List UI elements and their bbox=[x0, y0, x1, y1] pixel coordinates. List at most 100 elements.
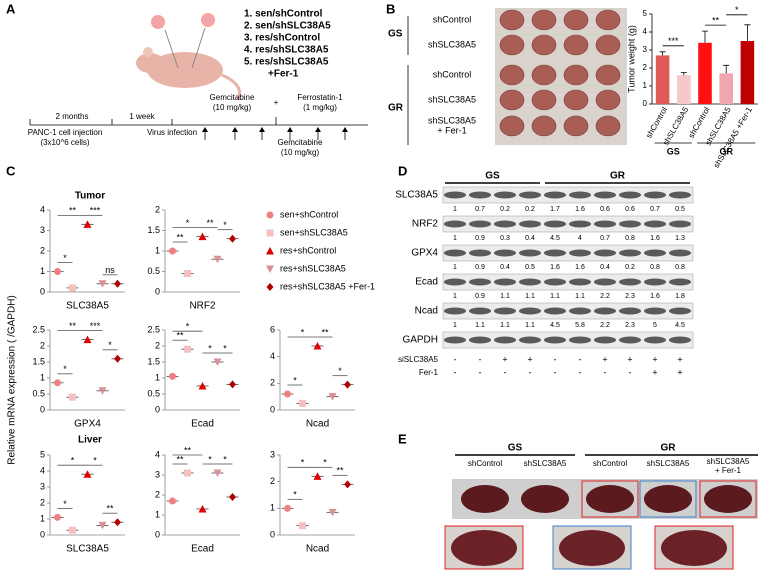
treatment-label: siSLC38A5 bbox=[398, 355, 439, 364]
y-tick-label: 5 bbox=[643, 9, 648, 18]
dot bbox=[169, 247, 176, 255]
dot bbox=[284, 390, 291, 398]
treatment-sign: - bbox=[479, 354, 482, 364]
significance: ** bbox=[69, 321, 77, 331]
band-value: 1.3 bbox=[675, 235, 685, 242]
treatment-sign: - bbox=[604, 367, 607, 377]
y-tick-label: 0 bbox=[155, 286, 160, 296]
band-value: 0.7 bbox=[650, 206, 660, 213]
blot bbox=[442, 244, 694, 262]
band bbox=[644, 336, 666, 344]
y-tick-label: 4 bbox=[40, 204, 45, 214]
y-tick-label: 2 bbox=[270, 476, 275, 486]
label: PANC-1 cell injection bbox=[28, 128, 103, 137]
band bbox=[444, 249, 466, 257]
liver bbox=[586, 485, 634, 513]
y-tick-label: 0 bbox=[270, 529, 275, 539]
row-label: GAPDH bbox=[402, 335, 438, 346]
band-value: 0.2 bbox=[625, 264, 635, 271]
significance: * bbox=[301, 458, 305, 468]
x-axis-label: NRF2 bbox=[189, 301, 216, 312]
significance: * bbox=[223, 220, 227, 230]
band-value: 1.1 bbox=[500, 322, 510, 329]
band-value: 0.6 bbox=[600, 206, 610, 213]
significance: *** bbox=[90, 206, 101, 216]
band bbox=[619, 307, 641, 315]
y-tick-label: 3 bbox=[270, 449, 275, 459]
treatment-sign: + bbox=[677, 354, 682, 364]
error-bar bbox=[723, 64, 730, 74]
bar bbox=[698, 42, 712, 104]
column-label: + Fer-1 bbox=[715, 466, 742, 475]
band-value: 0.8 bbox=[675, 264, 685, 271]
dot bbox=[98, 280, 107, 288]
band bbox=[444, 220, 466, 228]
significance: ** bbox=[321, 327, 329, 337]
dot bbox=[169, 497, 176, 505]
y-tick-label: 1 bbox=[643, 81, 648, 90]
label: GR bbox=[661, 443, 677, 454]
band bbox=[619, 220, 641, 228]
treatment-sign: - bbox=[454, 354, 457, 364]
band bbox=[594, 307, 616, 315]
bar bbox=[677, 75, 691, 104]
bar bbox=[719, 73, 733, 104]
dot bbox=[299, 399, 306, 407]
band bbox=[644, 278, 666, 286]
x-axis-label: Ecad bbox=[191, 419, 214, 430]
dot bbox=[328, 508, 337, 517]
panel-label: D bbox=[398, 163, 407, 178]
band bbox=[469, 220, 491, 228]
label: + Fer-1 bbox=[437, 125, 466, 135]
band bbox=[569, 278, 591, 286]
label: shControl bbox=[433, 14, 472, 24]
label: Virus infection bbox=[147, 128, 197, 137]
band bbox=[644, 191, 666, 199]
highlight-box bbox=[639, 480, 697, 518]
label: GS bbox=[508, 443, 523, 454]
significance: * bbox=[338, 366, 342, 376]
band-value: 0.5 bbox=[675, 206, 685, 213]
band-value: 4.5 bbox=[550, 322, 560, 329]
y-tick-label: 4 bbox=[155, 449, 160, 459]
tumor bbox=[595, 34, 621, 56]
dot bbox=[169, 372, 176, 380]
dot bbox=[313, 342, 322, 350]
y-tick-label: 0 bbox=[270, 404, 275, 414]
dot bbox=[198, 382, 207, 390]
significance: ** bbox=[206, 218, 214, 228]
significance: * bbox=[63, 364, 67, 374]
blot bbox=[442, 215, 694, 233]
band-value: 1.1 bbox=[575, 293, 585, 300]
band-value: 0.4 bbox=[500, 264, 510, 271]
tumor bbox=[499, 9, 525, 31]
tumor bbox=[563, 64, 589, 86]
band bbox=[494, 278, 516, 286]
significance: ** bbox=[106, 504, 114, 514]
band bbox=[594, 278, 616, 286]
band bbox=[519, 220, 541, 228]
y-axis-label: Relative mRNA expression ( /GAPDH) bbox=[7, 295, 18, 465]
group-item: 5. res/shSLC38A5 bbox=[244, 57, 329, 68]
label: shSLC38A5 bbox=[428, 39, 476, 49]
band bbox=[544, 220, 566, 228]
dot bbox=[198, 232, 207, 241]
band-value: 0.8 bbox=[650, 264, 660, 271]
dot bbox=[114, 354, 121, 363]
band-value: 1.1 bbox=[500, 293, 510, 300]
band bbox=[519, 191, 541, 199]
column-label: shSLC38A5 bbox=[647, 459, 690, 468]
significance: * bbox=[93, 456, 97, 466]
legend-label: sen+shSLC38A5 bbox=[280, 227, 348, 237]
band-value: 1 bbox=[453, 264, 457, 271]
y-tick-label: 1.5 bbox=[147, 356, 160, 366]
band bbox=[594, 249, 616, 257]
y-tick-label: 0 bbox=[643, 99, 648, 108]
band bbox=[669, 249, 691, 257]
bar bbox=[655, 55, 670, 104]
legend-label: res+shControl bbox=[280, 245, 336, 255]
y-tick-label: 3 bbox=[40, 481, 45, 491]
treatment-sign: + bbox=[602, 354, 607, 364]
section-title: Liver bbox=[78, 435, 102, 446]
dot bbox=[83, 335, 92, 344]
